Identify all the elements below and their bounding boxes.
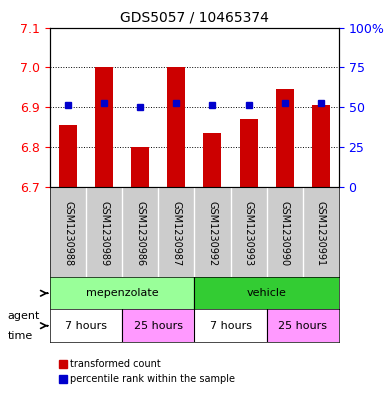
Bar	[194, 277, 339, 309]
Text: mepenzolate: mepenzolate	[86, 288, 159, 298]
Text: GSM1230992: GSM1230992	[208, 201, 218, 266]
Text: GSM1230987: GSM1230987	[171, 201, 181, 266]
Text: vehicle: vehicle	[247, 288, 286, 298]
Legend: transformed count, percentile rank within the sample: transformed count, percentile rank withi…	[55, 356, 239, 388]
Text: GSM1230993: GSM1230993	[244, 201, 254, 266]
Bar	[59, 125, 77, 187]
Text: time: time	[8, 331, 33, 341]
Text: 7 hours: 7 hours	[209, 321, 251, 331]
Bar	[312, 105, 330, 187]
Bar	[239, 119, 258, 187]
Text: GSM1230990: GSM1230990	[280, 201, 290, 266]
Bar	[50, 309, 122, 342]
Text: GSM1230988: GSM1230988	[63, 201, 73, 266]
Bar	[131, 147, 149, 187]
Bar	[276, 89, 294, 187]
Text: 25 hours: 25 hours	[278, 321, 327, 331]
Bar	[203, 133, 221, 187]
Bar	[122, 309, 194, 342]
Text: GSM1230989: GSM1230989	[99, 201, 109, 266]
Bar	[167, 68, 186, 187]
Text: agent: agent	[8, 311, 40, 321]
Title: GDS5057 / 10465374: GDS5057 / 10465374	[120, 11, 269, 25]
Bar	[95, 68, 113, 187]
Text: 7 hours: 7 hours	[65, 321, 107, 331]
Text: GSM1230986: GSM1230986	[135, 201, 145, 266]
Bar	[50, 277, 194, 309]
Bar	[194, 309, 266, 342]
Text: GSM1230991: GSM1230991	[316, 201, 326, 266]
Bar	[266, 309, 339, 342]
Text: 25 hours: 25 hours	[134, 321, 183, 331]
